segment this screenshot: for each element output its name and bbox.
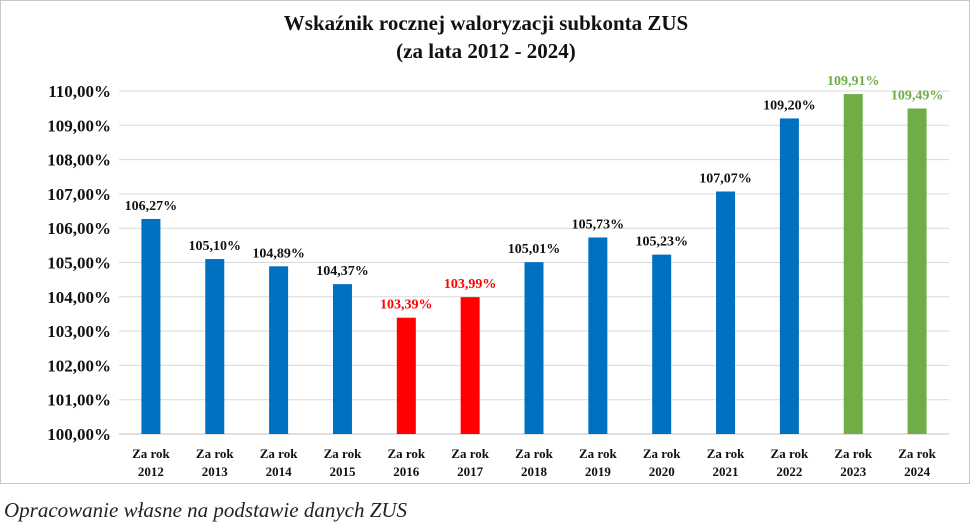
data-label: 103,99% [444, 277, 497, 292]
x-tick-label: 2024 [904, 464, 931, 479]
bar [524, 262, 544, 434]
x-tick-label: Za rok [898, 446, 936, 461]
y-tick-label: 101,00% [47, 391, 111, 410]
x-tick-label: Za rok [579, 446, 617, 461]
y-tick-label: 104,00% [47, 288, 111, 307]
x-tick-label: Za rok [196, 446, 234, 461]
x-tick-label: Za rok [515, 446, 553, 461]
y-tick-label: 107,00% [47, 185, 111, 204]
y-tick-label: 100,00% [47, 425, 111, 444]
bar [588, 237, 608, 434]
bar [716, 191, 736, 434]
bar [460, 297, 480, 434]
x-tick-label: 2015 [329, 464, 356, 479]
data-label: 105,01% [508, 242, 561, 257]
bar [269, 266, 289, 434]
data-label: 105,23% [635, 235, 688, 250]
y-tick-label: 103,00% [47, 322, 111, 341]
x-tick-label: Za rok [451, 446, 489, 461]
x-tick-label: Za rok [132, 446, 170, 461]
chart-title: Wskaźnik rocznej waloryzacji subkonta ZU… [283, 11, 689, 35]
source-caption: Opracowanie własne na podstawie danych Z… [4, 498, 408, 522]
x-tick-label: 2022 [776, 464, 802, 479]
data-label: 107,07% [699, 171, 752, 186]
data-label: 105,10% [189, 239, 242, 254]
data-label: 106,27% [125, 199, 178, 214]
data-label: 109,49% [891, 88, 944, 103]
x-tick-label: Za rok [707, 446, 745, 461]
x-tick-label: 2017 [457, 464, 484, 479]
x-tick-label: 2014 [266, 464, 293, 479]
x-tick-label: 2019 [585, 464, 612, 479]
data-label: 104,89% [252, 246, 305, 261]
x-tick-label: 2021 [713, 464, 739, 479]
bar [205, 259, 225, 434]
data-label: 109,20% [763, 98, 816, 113]
y-tick-label: 105,00% [47, 254, 111, 273]
bar-chart: 100,00% 101,00% 102,00% 103,00% 104,00% 105,0… [47, 74, 949, 479]
x-tick-label: Za rok [771, 446, 809, 461]
bar [332, 284, 352, 434]
x-tick-label: 2020 [649, 464, 675, 479]
data-label: 104,37% [316, 264, 369, 279]
x-tick-label: 2018 [521, 464, 548, 479]
x-tick-label: 2023 [840, 464, 867, 479]
chart-frame: Wskaźnik rocznej waloryzacji subkonta ZU… [0, 0, 970, 484]
x-tick-label: 2013 [202, 464, 229, 479]
chart-subtitle: (za lata 2012 - 2024) [396, 39, 576, 63]
x-tick-label: 2016 [393, 464, 420, 479]
y-tick-label: 106,00% [47, 219, 111, 238]
y-tick-label: 102,00% [47, 356, 111, 375]
x-tick-label: Za rok [324, 446, 362, 461]
x-tick-label: Za rok [387, 446, 425, 461]
data-label: 105,73% [572, 217, 625, 232]
y-tick-label: 108,00% [47, 151, 111, 170]
bar [907, 108, 927, 435]
bar [843, 94, 863, 434]
x-tick-label: Za rok [834, 446, 872, 461]
x-tick-label: Za rok [260, 446, 298, 461]
x-tick-label: 2012 [138, 464, 164, 479]
bar [396, 317, 416, 434]
y-tick-label: 110,00% [48, 82, 111, 101]
x-tick-label: Za rok [643, 446, 681, 461]
y-tick-label: 109,00% [47, 116, 111, 135]
bar [141, 218, 161, 434]
bar [652, 254, 672, 434]
data-label: 109,91% [827, 74, 880, 89]
bar [779, 118, 799, 434]
data-label: 103,39% [380, 298, 433, 313]
